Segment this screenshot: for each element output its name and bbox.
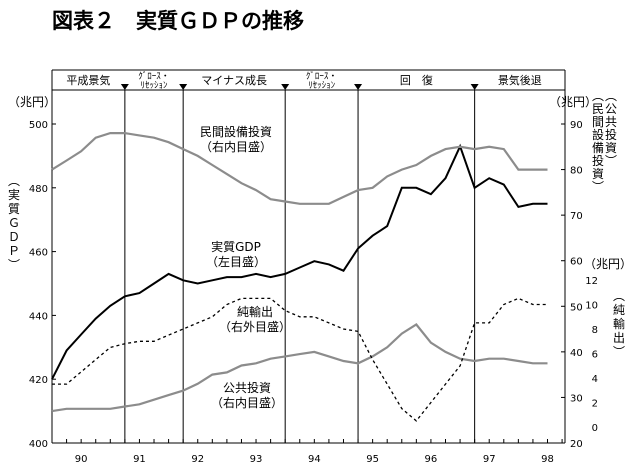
- x-tick-label: 96: [425, 454, 438, 465]
- left-axis-title: 質: [8, 201, 20, 216]
- series-label: 純輸出: [237, 304, 273, 319]
- x-tick-label: 94: [308, 454, 321, 465]
- axis-titles: ︵実質ＧＤＰ︶︵公共投資︶︵民間設備投資︶︵純輸出︶: [8, 89, 625, 359]
- right-top-unit: （兆円）: [549, 95, 597, 109]
- right-axis-title-private: 備: [592, 140, 604, 155]
- left-axis-title: ︵: [8, 174, 20, 188]
- series-label: （左目盛）: [206, 254, 266, 269]
- left-unit: （兆円）: [8, 95, 56, 109]
- right-axis-title-private: 投: [592, 153, 604, 168]
- right-axis-title-public: ︶: [605, 154, 617, 168]
- right-outer-axis-title: 純: [613, 303, 625, 317]
- series-label: （右内目盛）: [200, 139, 272, 154]
- right-axis-title-public: 投: [605, 127, 617, 142]
- right-outer-tick-label: 10: [585, 301, 598, 312]
- right-inner-tick-label: 40: [570, 348, 583, 359]
- phase-label: 平成景気: [66, 73, 110, 87]
- right-inner-tick-label: 60: [570, 257, 583, 268]
- left-axis-title: ︶: [8, 258, 20, 272]
- left-tick-label: 440: [29, 311, 48, 322]
- series-label: （右内目盛）: [211, 395, 283, 410]
- series-line-実質GDP: [51, 143, 548, 380]
- phase-label: ｸﾞﾛｰｽ・: [306, 71, 338, 82]
- x-tick-label: 91: [133, 454, 146, 465]
- phase-label: 回 復: [400, 74, 433, 87]
- right-axis-title-private: ︵: [592, 89, 604, 103]
- x-tick-label: 92: [191, 454, 204, 465]
- series-line-公共投資: [51, 323, 548, 413]
- right-axis-title-public: 資: [605, 141, 617, 155]
- left-axis-title: Ｇ: [8, 216, 20, 230]
- series-line-民間設備投資: [51, 132, 548, 205]
- right-axis-title-private: 間: [592, 115, 604, 129]
- phase-arrow: [179, 84, 188, 90]
- right-inner-tick-label: 50: [570, 302, 583, 313]
- right-inner-tick-label: 20: [570, 439, 583, 450]
- right-axis-title-private: ︶: [592, 180, 604, 194]
- right-inner-tick-label: 90: [570, 120, 583, 131]
- right-outer-tick-label: 2: [592, 399, 598, 410]
- right-outer-axis-title: 出: [613, 331, 625, 345]
- right-outer-tick-label: 4: [592, 374, 598, 385]
- left-axis-title: Ｄ: [8, 230, 20, 244]
- right-outer-axis-title: 輸: [613, 316, 625, 331]
- right-outer-axis-title: ︶: [613, 345, 625, 359]
- right-axis-title-public: ︵: [605, 89, 617, 103]
- x-tick-label: 97: [483, 454, 496, 465]
- right-inner-tick-label: 70: [570, 211, 583, 222]
- right-axis-title-public: 共: [605, 115, 617, 129]
- phase-label: マイナス成長: [201, 74, 267, 87]
- right-axis-title-private: 資: [592, 167, 604, 181]
- phase-band: 平成景気 ｸﾞﾛｰｽ・ﾘｾｯｼｮﾝ マイナス成長 ｸﾞﾛｰｽ・ﾘｾｯｼｮﾝ回 復景気後…: [52, 69, 565, 91]
- phase-label: ﾘｾｯｼｮﾝ: [141, 80, 169, 91]
- phase-arrow: [120, 84, 129, 90]
- phase-arrow: [281, 84, 290, 90]
- phase-label: 景気後退: [498, 73, 542, 87]
- series-label: 実質GDP: [211, 239, 261, 254]
- right-outer-tick-label: 6: [592, 350, 598, 361]
- series-label: 民間設備投資: [200, 124, 272, 139]
- right-outer-tick-label: 8: [592, 325, 598, 336]
- left-tick-label: 460: [29, 248, 48, 259]
- left-axis: 400 420 440 460 480 500 （兆円）: [8, 95, 56, 450]
- series-label: （右外目盛）: [219, 319, 291, 334]
- series-layer: [51, 132, 548, 422]
- right-outer-axis: 0 2 4 6 8 10 12 （兆円）: [584, 257, 631, 434]
- plot-frame: [51, 70, 566, 444]
- left-axis-title: 実: [8, 187, 20, 202]
- right-mid-unit: （兆円）: [584, 257, 631, 271]
- right-outer-tick-label: 0: [592, 423, 598, 434]
- left-tick-label: 480: [29, 184, 48, 195]
- right-axis-title-private: 民: [592, 102, 604, 116]
- right-outer-axis-title: ︵: [613, 289, 625, 303]
- right-inner-tick-label: 30: [570, 393, 583, 404]
- right-outer-tick-label: 12: [585, 276, 598, 287]
- x-tick-label: 98: [541, 454, 554, 465]
- left-tick-label: 400: [29, 439, 48, 450]
- phase-label: ｸﾞﾛｰｽ・: [138, 71, 170, 82]
- left-axis-title: Ｐ: [8, 244, 20, 258]
- x-tick-label: 90: [75, 454, 88, 465]
- right-axis-title-public: 公: [605, 102, 617, 116]
- phase-arrow: [470, 84, 479, 90]
- left-tick-label: 500: [29, 120, 48, 131]
- x-tick-label: 93: [250, 454, 263, 465]
- left-tick-label: 420: [29, 375, 48, 386]
- x-tick-label: 95: [366, 454, 379, 465]
- right-axis-title-private: 設: [592, 127, 604, 142]
- right-inner-tick-label: 80: [570, 166, 583, 177]
- phase-arrow: [354, 84, 363, 90]
- series-labels: 実質GDP（左目盛）民間設備投資（右内目盛）公共投資（右内目盛）純輸出（右外目盛…: [200, 124, 291, 410]
- series-line-純輸出: [52, 297, 548, 422]
- series-label: 公共投資: [223, 380, 271, 395]
- phase-label: ﾘｾｯｼｮﾝ: [308, 80, 336, 91]
- chart-title: 図表２ 実質ＧＤＰの推移: [52, 9, 304, 33]
- x-axis: 90 91 92 93 94 95 96 97 98: [51, 439, 563, 465]
